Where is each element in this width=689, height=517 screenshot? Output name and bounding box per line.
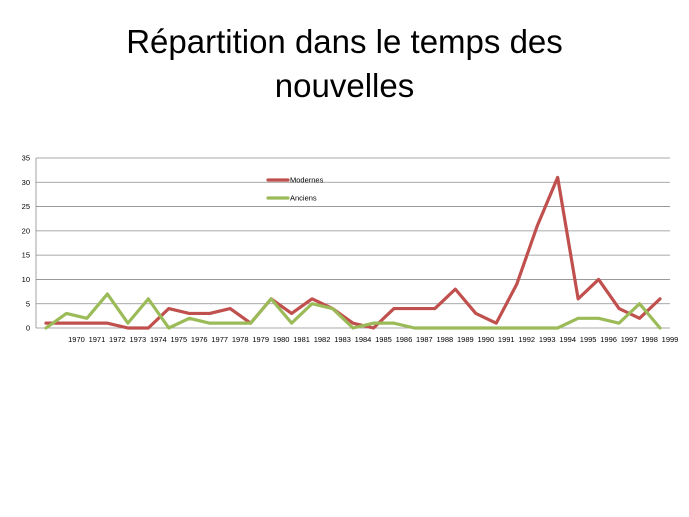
y-tick-label-20: 20 xyxy=(22,226,30,235)
x-tick-label-1979: 1979 xyxy=(252,335,269,344)
x-tick-label-1974: 1974 xyxy=(150,335,167,344)
x-tick-label-1991: 1991 xyxy=(498,335,515,344)
x-tick-label-1993: 1993 xyxy=(539,335,556,344)
chart-legend: Modernes Anciens xyxy=(266,176,324,203)
x-tick-label-1986: 1986 xyxy=(396,335,413,344)
x-tick-label-1987: 1987 xyxy=(416,335,433,344)
x-tick-label-1975: 1975 xyxy=(170,335,187,344)
chart-axes xyxy=(35,158,670,329)
x-axis-tick-labels: 1970 1971 1972 1973 1974 1975 1976 1977 1978 1979… xyxy=(68,335,678,344)
x-tick-label-1981: 1981 xyxy=(293,335,310,344)
slide-title-line-1: Répartition dans le temps des xyxy=(126,23,563,60)
x-tick-label-1971: 1971 xyxy=(89,335,106,344)
x-tick-label-1972: 1972 xyxy=(109,335,126,344)
x-tick-label-1992: 1992 xyxy=(518,335,535,344)
x-tick-label-1996: 1996 xyxy=(600,335,617,344)
legend-label-modernes: Modernes xyxy=(290,176,324,185)
x-tick-label-1983: 1983 xyxy=(334,335,351,344)
x-tick-label-1977: 1977 xyxy=(211,335,228,344)
x-tick-label-1998: 1998 xyxy=(641,335,658,344)
slide-title-line-2: nouvelles xyxy=(274,67,415,104)
x-tick-label-1980: 1980 xyxy=(273,335,290,344)
y-tick-label-25: 25 xyxy=(22,202,30,211)
series-line-anciens xyxy=(44,292,662,330)
y-tick-label-30: 30 xyxy=(22,178,30,187)
x-tick-label-1988: 1988 xyxy=(437,335,454,344)
x-tick-label-1978: 1978 xyxy=(232,335,249,344)
x-tick-label-1973: 1973 xyxy=(130,335,147,344)
chart-gridlines xyxy=(36,157,670,305)
x-tick-label-1976: 1976 xyxy=(191,335,208,344)
x-tick-label-1982: 1982 xyxy=(314,335,331,344)
x-tick-label-1999: 1999 xyxy=(662,335,679,344)
x-tick-label-1970: 1970 xyxy=(68,335,85,344)
x-tick-label-1990: 1990 xyxy=(477,335,494,344)
x-tick-label-1989: 1989 xyxy=(457,335,474,344)
slide-title: Répartition dans le temps des nouvelles xyxy=(0,20,689,108)
x-tick-label-1994: 1994 xyxy=(559,335,576,344)
y-tick-label-0: 0 xyxy=(26,324,30,333)
chart-series xyxy=(44,175,662,330)
x-tick-label-1984: 1984 xyxy=(355,335,372,344)
y-tick-label-5: 5 xyxy=(26,299,30,308)
y-tick-label-15: 15 xyxy=(22,251,30,260)
y-tick-label-10: 10 xyxy=(22,275,30,284)
y-axis-tick-labels: 0 5 10 15 20 25 30 35 xyxy=(22,154,30,333)
legend-label-anciens: Anciens xyxy=(290,194,317,203)
x-tick-label-1997: 1997 xyxy=(621,335,638,344)
y-tick-label-35: 35 xyxy=(22,154,30,163)
series-line-modernes xyxy=(44,175,662,330)
x-tick-label-1985: 1985 xyxy=(375,335,392,344)
x-tick-label-1995: 1995 xyxy=(580,335,597,344)
